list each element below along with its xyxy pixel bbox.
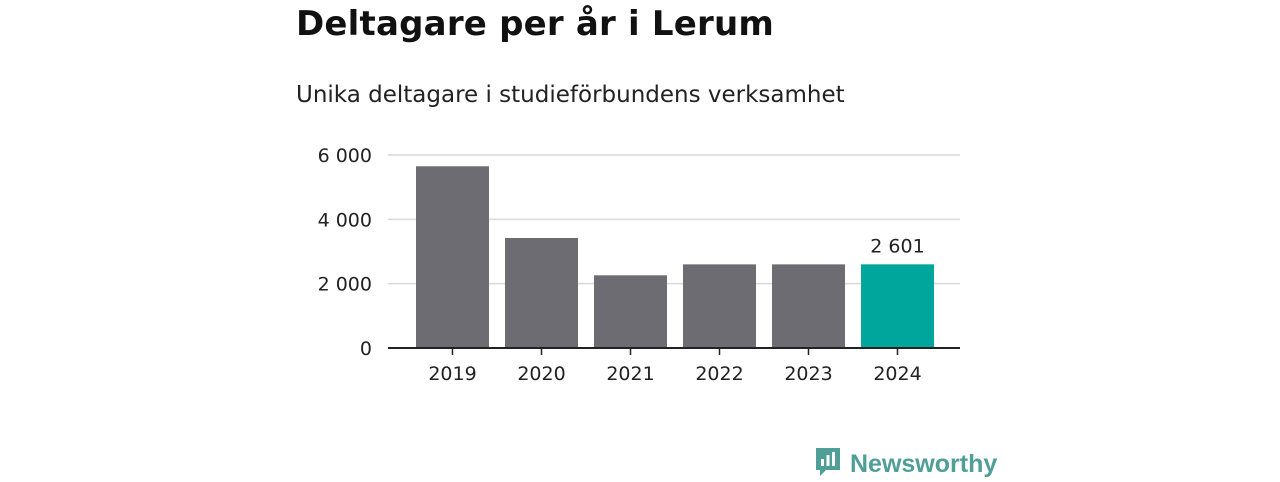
data-labels: 2 601 [870,235,924,257]
bars [416,166,934,348]
x-tick-label: 2023 [784,363,832,385]
x-tick-label: 2024 [873,363,921,385]
chart-title: Deltagare per år i Lerum [296,4,775,44]
bar-2023 [772,264,845,348]
data-label: 2 601 [870,235,924,257]
x-tick-label: 2021 [606,363,654,385]
y-tick-label: 6 000 [318,145,372,167]
y-tick-label: 2 000 [318,274,372,296]
newsworthy-logo-icon [814,446,842,482]
y-tick-label: 0 [360,338,372,360]
bar-2024 [861,264,934,348]
x-axis-ticks: 2019 2020 2021 2022 2023 2024 [428,348,922,385]
bar-2020 [505,237,578,348]
bar-2022 [683,264,756,348]
newsworthy-brand: Newsworthy [814,446,997,482]
x-tick-label: 2020 [517,363,565,385]
brand-name: Newsworthy [850,449,998,478]
bar-2021 [594,275,667,348]
x-tick-label: 2019 [428,363,476,385]
chart-subtitle: Unika deltagare i studieförbundens verks… [296,82,845,108]
bar-2019 [416,166,489,348]
y-tick-label: 4 000 [318,209,372,231]
x-tick-label: 2022 [695,363,743,385]
y-axis-ticks: 0 2 000 4 000 6 000 [318,145,372,360]
